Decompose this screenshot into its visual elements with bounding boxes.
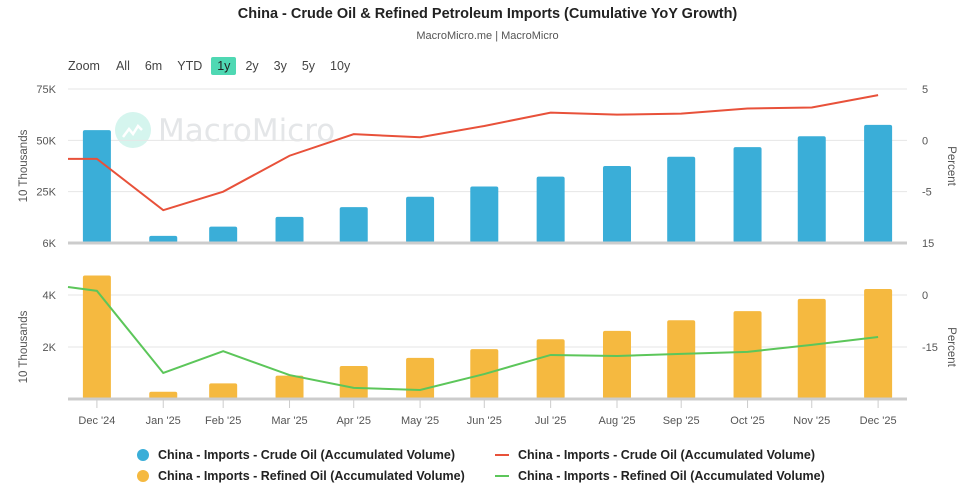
circle-marker-icon (137, 469, 149, 482)
x-tick-label: Jul '25 (535, 415, 566, 427)
zoom-1y-button[interactable]: 1y (211, 57, 237, 75)
zoom-ytd-button[interactable]: YTD (177, 59, 203, 73)
y-tick-label-left: 25K (36, 187, 56, 199)
x-tick-label: Apr '25 (336, 415, 371, 427)
watermark: MacroMicro (115, 112, 335, 149)
bar-crude-0 (82, 130, 111, 243)
y-tick-label-right: 0 (922, 135, 928, 147)
y-tick-label-left: 50K (36, 135, 56, 147)
legend: China - Imports - Crude Oil (Accumulated… (137, 444, 825, 486)
y-tick-label-left: 6K (43, 238, 57, 250)
bar-refined-12 (864, 289, 893, 399)
x-tick-label: Jun '25 (467, 415, 502, 427)
zoom-label: Zoom (68, 59, 100, 73)
legend-label: China - Imports - Crude Oil (Accumulated… (158, 447, 456, 462)
y-tick-label-right: 15 (922, 238, 934, 250)
macromicro-logo-icon (115, 112, 151, 148)
bar-refined-1 (149, 391, 178, 399)
bar-refined-10 (733, 311, 762, 399)
bar-crude-8 (602, 166, 631, 243)
bar-crude-5 (406, 196, 435, 243)
bar-crude-12 (864, 124, 893, 243)
line-crude (68, 94, 879, 212)
zoom-5y-button[interactable]: 5y (301, 59, 316, 73)
bar-refined-7 (536, 339, 565, 399)
y-tick-label-right: 5 (922, 84, 928, 96)
bar-crude-11 (797, 136, 826, 243)
x-axis: Dec '24 Jan '25 Feb '25 Mar '25 Apr '25 May '… (78, 400, 897, 427)
top-panel: 75K 50K 25K 6K 5 0 -5 15 10 Thousands Percent (18, 84, 957, 250)
line-marker-icon (495, 474, 509, 477)
y-axis-title-right: Percent (945, 327, 957, 367)
zoom-2y-button[interactable]: 2y (245, 59, 259, 73)
bar-crude-4 (339, 207, 368, 243)
chart-title: China - Crude Oil & Refined Petroleum Im… (237, 6, 738, 22)
bar-crude-9 (667, 156, 696, 243)
zoom-6m-button[interactable]: 6m (144, 59, 163, 73)
y-axis-title-left: 10 Thousands (18, 129, 30, 202)
bar-refined-4 (339, 365, 368, 399)
zoom-all-button[interactable]: All (115, 59, 130, 73)
bar-crude-2 (209, 226, 238, 243)
logo-line-icon (122, 124, 143, 138)
watermark-text: MacroMicro (158, 113, 335, 149)
line-marker-icon (495, 453, 509, 456)
zoom-3y-button[interactable]: 3y (273, 59, 287, 73)
legend-item-crude-column[interactable]: China - Imports - Crude Oil (Accumulated… (137, 448, 495, 462)
bar-crude-10 (733, 147, 762, 243)
legend-label: China - Imports - Refined Oil (Accumulat… (518, 468, 825, 483)
bar-crude-6 (470, 186, 499, 243)
bar-crude-3 (275, 216, 304, 243)
legend-item-refined-column[interactable]: China - Imports - Refined Oil (Accumulat… (137, 469, 495, 483)
x-tick-label: Dec '25 (860, 415, 897, 427)
y-tick-label-right: 0 (922, 290, 928, 302)
x-tick-label: Sep '25 (663, 415, 700, 427)
x-tick-label: Oct '25 (730, 415, 765, 427)
y-axis-title-left: 10 Thousands (18, 310, 30, 383)
legend-item-refined-line[interactable]: China - Imports - Refined Oil (Accumulat… (495, 469, 825, 483)
y-axis-title-right: Percent (945, 146, 957, 186)
zoom-10y-button[interactable]: 10y (330, 59, 351, 73)
bar-refined-11 (797, 298, 826, 399)
zoom-range-selector: Zoom All 6m YTD 1y 2y 3y 5y 10y (68, 57, 359, 75)
y-tick-label-right: -5 (922, 187, 932, 199)
bar-refined-3 (275, 375, 304, 399)
bar-crude-7 (536, 176, 565, 243)
y-tick-label-left: 2K (43, 342, 57, 354)
x-tick-label: Jan '25 (146, 415, 181, 427)
chart-subtitle: MacroMicro.me | MacroMicro (416, 30, 559, 42)
bottom-panel: 4K 2K 0 -15 10 Thousands Percent (18, 275, 957, 401)
bar-crude-1 (149, 235, 178, 243)
x-tick-label: Feb '25 (205, 415, 241, 427)
y-tick-label-left: 4K (43, 290, 57, 302)
x-tick-label: Mar '25 (271, 415, 307, 427)
legend-item-crude-line[interactable]: China - Imports - Crude Oil (Accumulated… (495, 448, 815, 462)
x-tick-label: Dec '24 (78, 415, 115, 427)
legend-label: China - Imports - Refined Oil (Accumulat… (158, 468, 465, 483)
bar-refined-2 (209, 383, 238, 399)
y-tick-label-left: 75K (36, 84, 56, 96)
legend-label: China - Imports - Crude Oil (Accumulated… (518, 447, 816, 462)
x-tick-label: May '25 (401, 415, 439, 427)
x-tick-label: Aug '25 (599, 415, 636, 427)
y-tick-label-right: -15 (922, 342, 938, 354)
bar-refined-5 (406, 357, 435, 399)
circle-marker-icon (137, 448, 149, 461)
line-refined (67, 286, 879, 391)
bar-refined-9 (667, 320, 696, 399)
bar-refined-8 (602, 330, 631, 399)
x-tick-label: Nov '25 (793, 415, 830, 427)
bar-refined-0 (82, 275, 111, 399)
